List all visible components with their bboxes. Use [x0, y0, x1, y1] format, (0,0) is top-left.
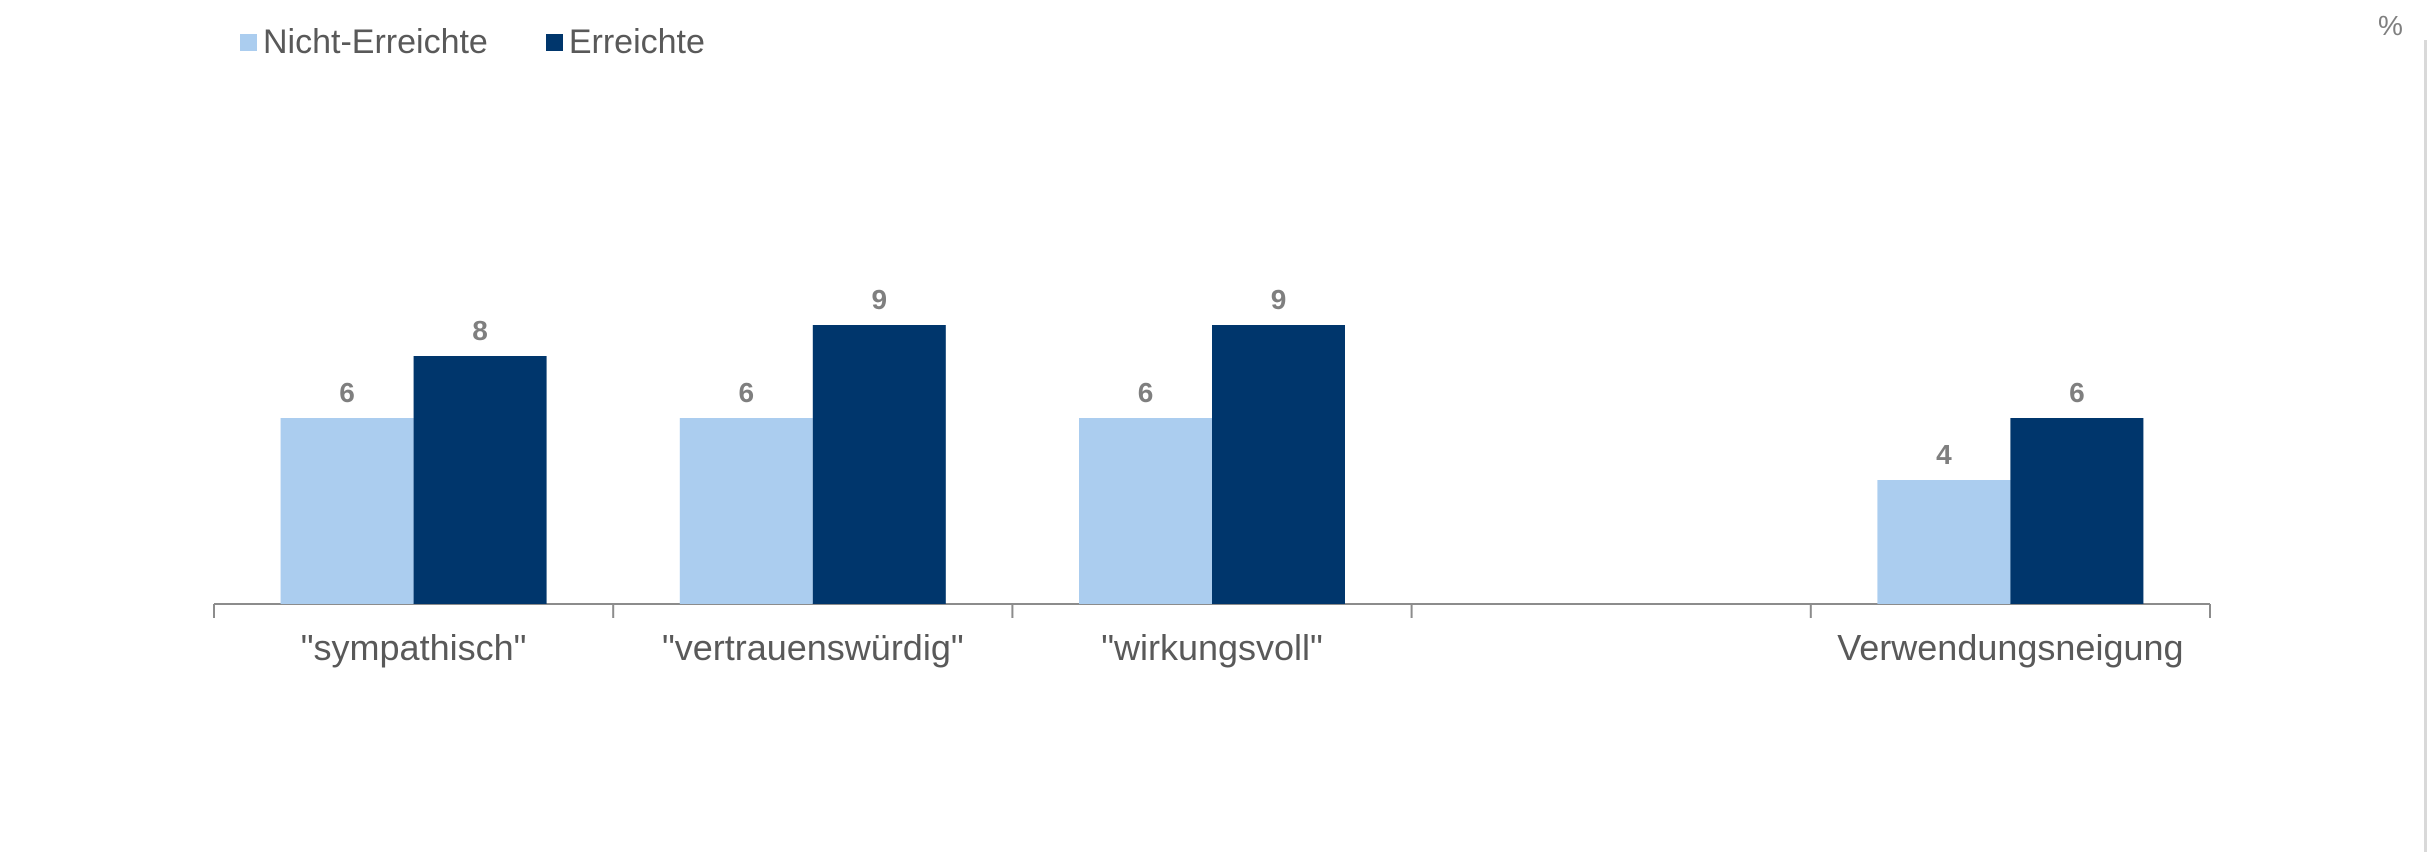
- legend-item-erreichte: Erreichte: [545, 22, 705, 62]
- bar-erreichte: [812, 325, 946, 604]
- bar-nicht-erreichte: [1877, 480, 2011, 604]
- legend: Nicht-Erreichte Erreichte: [240, 20, 763, 64]
- bar-nicht-erreichte: [679, 418, 813, 604]
- legend-label-nicht-erreichte: Nicht-Erreichte: [263, 22, 488, 61]
- x-tick-label: "vertrauenswürdig": [662, 627, 964, 668]
- data-label: 6: [339, 377, 355, 408]
- unit-label: %: [2378, 10, 2403, 41]
- data-label: 6: [2069, 377, 2085, 408]
- x-tick-label: Verwendungsneigung: [1837, 627, 2183, 668]
- bar-nicht-erreichte: [1079, 418, 1212, 604]
- bar-erreichte: [1212, 325, 1345, 604]
- data-label: 9: [1271, 284, 1287, 315]
- bar-erreichte: [2010, 418, 2144, 604]
- data-label: 9: [872, 284, 888, 315]
- right-border-line: [2424, 40, 2427, 852]
- data-label: 6: [739, 377, 755, 408]
- bar-erreichte: [413, 356, 547, 604]
- legend-swatch-nicht-erreichte: [240, 33, 257, 51]
- data-label: 8: [472, 315, 488, 346]
- legend-swatch-erreichte: [545, 33, 563, 51]
- legend-item-nicht-erreichte: Nicht-Erreichte: [240, 23, 488, 62]
- x-tick-label: "sympathisch": [301, 627, 527, 668]
- legend-label-erreichte: Erreichte: [568, 22, 705, 61]
- data-label: 6: [1138, 377, 1154, 408]
- data-label: 4: [1936, 439, 1952, 470]
- bar-nicht-erreichte: [280, 418, 414, 604]
- x-tick-label: "wirkungsvoll": [1101, 627, 1323, 668]
